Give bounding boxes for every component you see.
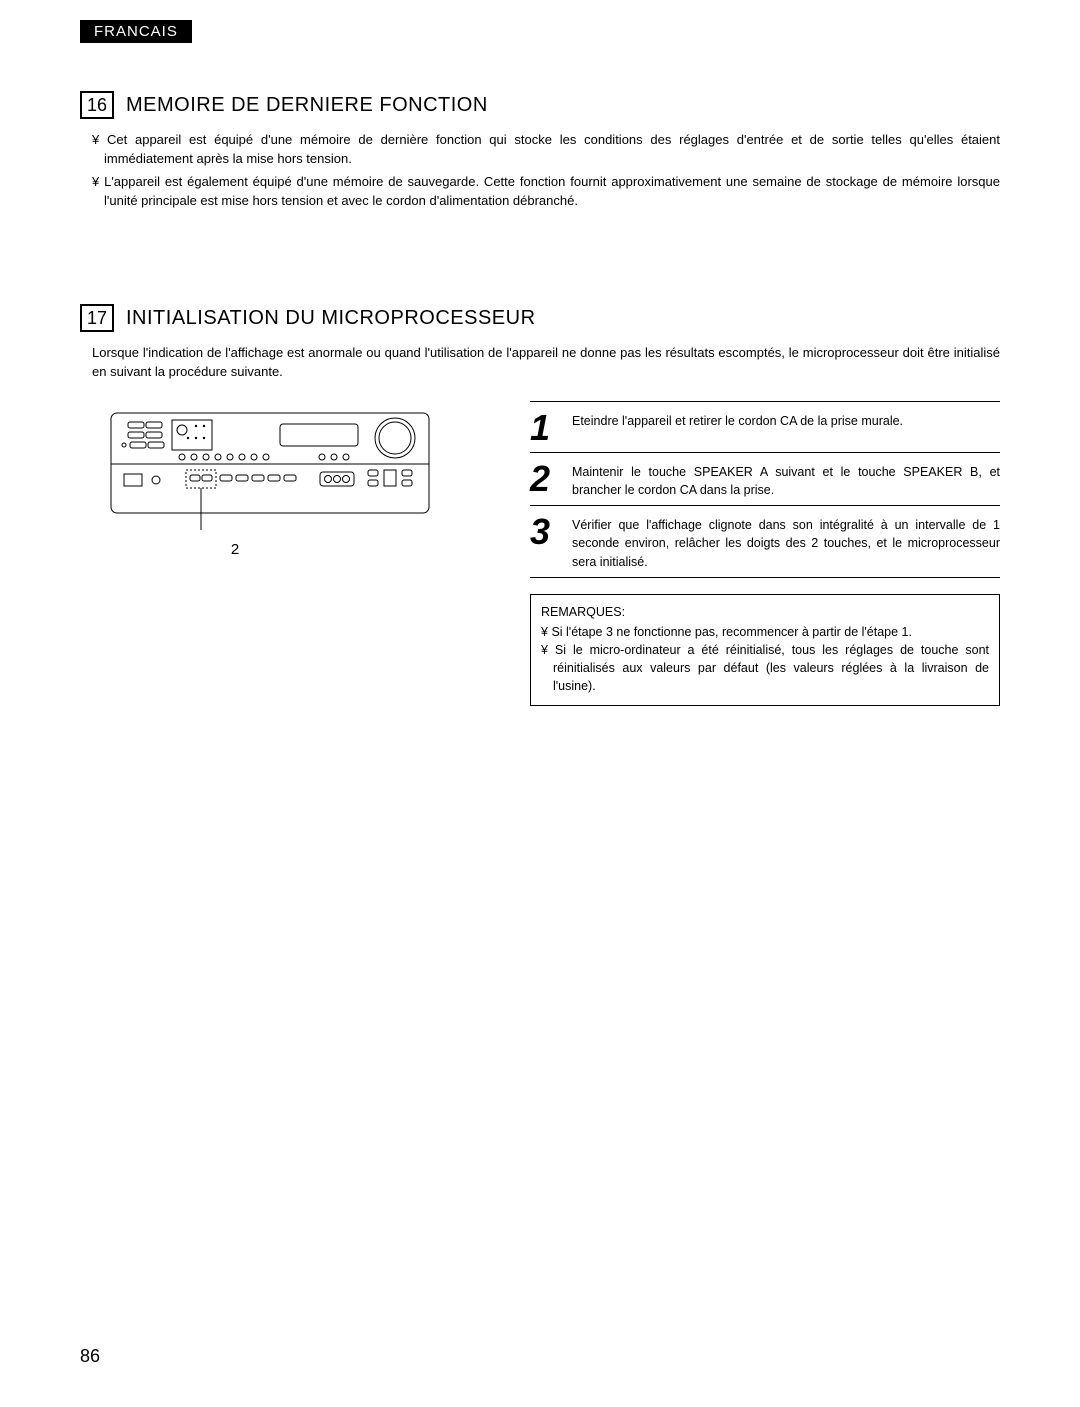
step-2: 2 Maintenir le touche SPEAKER A suivant … [530,452,1000,506]
step-3: 3 Vérifier que l'affichage clignote dans… [530,505,1000,577]
remarks-title: REMARQUES: [541,603,989,621]
bullet-glyph: ¥ [541,643,548,657]
section-16-heading: 16 MEMOIRE DE DERNIERE FONCTION [80,91,1000,119]
step-3-text: Vérifier que l'affichage clignote dans s… [572,512,1000,570]
bullet-glyph: ¥ [92,174,99,189]
section-17-heading: 17 INITIALISATION DU MICROPROCESSEUR [80,304,1000,332]
section-17-title: INITIALISATION DU MICROPROCESSEUR [126,307,536,330]
language-tag: FRANCAIS [80,20,192,43]
remarks-item-1-text: Si l'étape 3 ne fonctionne pas, recommen… [551,625,912,639]
section-17-number: 17 [80,304,114,332]
section-16-bullet-1: ¥ Cet appareil est équipé d'une mémoire … [92,131,1000,169]
remarks-box: REMARQUES: ¥ Si l'étape 3 ne fonctionne … [530,594,1000,707]
device-diagram-column: 2 [80,402,500,706]
step-1-text: Eteindre l'appareil et retirer le cordon… [572,408,1000,430]
section-17-intro: Lorsque l'indication de l'affichage est … [92,344,1000,382]
step-3-number: 3 [530,512,572,550]
steps-column: 1 Eteindre l'appareil et retirer le cord… [500,402,1000,706]
page-number: 86 [80,1346,1000,1367]
section-16-bullet-2: ¥ L'appareil est également équipé d'une … [92,173,1000,211]
step-1-number: 1 [530,408,572,446]
remarks-item-2: ¥ Si le micro-ordinateur a été réinitial… [541,641,989,695]
remarks-item-1: ¥ Si l'étape 3 ne fonctionne pas, recomm… [541,623,989,641]
section-16-title: MEMOIRE DE DERNIERE FONCTION [126,94,488,117]
diagram-callout-number: 2 [0,541,500,558]
section-16-bullet-1-text: Cet appareil est équipé d'une mémoire de… [104,132,1000,166]
device-diagram [110,412,430,532]
section-16-bullet-2-text: L'appareil est également équipé d'une mé… [104,174,1000,208]
step-1: 1 Eteindre l'appareil et retirer le cord… [530,401,1000,453]
remarks-item-2-text: Si le micro-ordinateur a été réinitialis… [553,643,989,693]
bullet-glyph: ¥ [92,132,99,147]
step-2-number: 2 [530,459,572,497]
bullet-glyph: ¥ [541,625,548,639]
step-2-text: Maintenir le touche SPEAKER A suivant et… [572,459,1000,499]
section-16-number: 16 [80,91,114,119]
